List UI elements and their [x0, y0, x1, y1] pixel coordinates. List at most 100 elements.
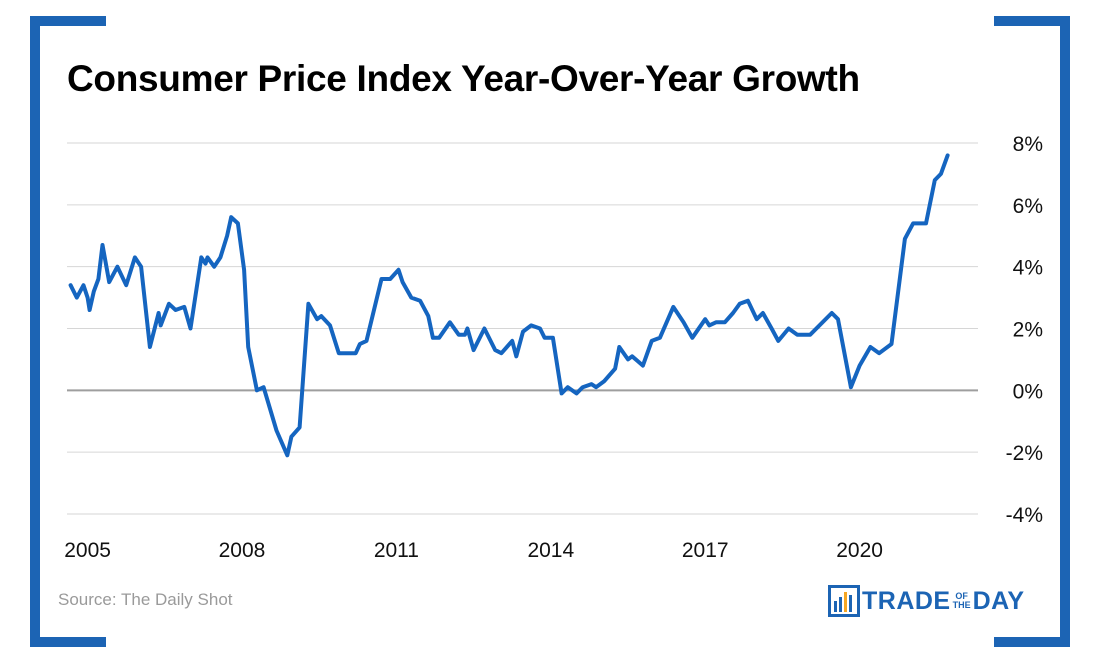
data-point [770, 327, 774, 330]
data-point [199, 255, 203, 259]
data-point [218, 255, 222, 259]
x-tick-label: 2017 [682, 539, 729, 562]
data-point [229, 215, 233, 219]
data-point [69, 283, 73, 287]
data-point [617, 345, 621, 349]
data-point [613, 367, 617, 371]
data-point [575, 391, 578, 395]
data-point [877, 351, 881, 355]
data-point [157, 311, 161, 315]
logo-small-text: OF THE [953, 592, 971, 610]
source-note: Source: The Daily Shot [58, 590, 233, 609]
logo-small-the: THE [952, 600, 971, 610]
data-point [714, 320, 718, 324]
data-point [690, 336, 694, 340]
data-point [641, 364, 645, 368]
logo-word-day: DAY [972, 586, 1025, 615]
x-tick-label: 2011 [374, 539, 419, 562]
data-point [630, 354, 634, 358]
data-point [148, 345, 152, 349]
data-point [409, 296, 413, 300]
data-point [738, 302, 742, 306]
data-point [262, 385, 266, 389]
data-point [358, 342, 362, 346]
data-point [167, 302, 171, 306]
data-point [401, 280, 405, 284]
frame-top-right-bar [994, 16, 1070, 26]
frame-bottom-left-bar [30, 637, 106, 647]
data-point [543, 336, 547, 340]
data-point [581, 385, 585, 389]
data-point [472, 348, 476, 352]
data-point [298, 425, 302, 429]
data-point [212, 265, 216, 269]
y-tick-label: 4% [1013, 257, 1043, 280]
data-point [830, 311, 834, 315]
x-tick-label: 2014 [527, 539, 574, 562]
data-point [482, 327, 486, 330]
logo-small-of: OF [955, 591, 968, 601]
data-point [755, 317, 759, 321]
data-point [365, 339, 368, 343]
data-point [75, 296, 79, 300]
data-point [594, 385, 598, 389]
data-point [903, 237, 907, 241]
x-tick-label: 2020 [836, 539, 883, 562]
data-point [746, 299, 750, 303]
data-point [388, 277, 392, 281]
data-point [306, 302, 310, 306]
data-point [101, 243, 104, 247]
data-point [418, 299, 422, 303]
data-point [671, 305, 675, 309]
data-point [82, 283, 85, 287]
data-point [465, 327, 469, 330]
data-point [731, 311, 735, 315]
series-line [68, 153, 950, 458]
data-point [285, 453, 289, 457]
data-point [703, 317, 707, 321]
data-point [510, 339, 514, 343]
data-point [319, 314, 323, 318]
data-point [529, 323, 533, 327]
data-point [96, 277, 100, 281]
data-point [242, 268, 246, 272]
frame-right-bar [1060, 16, 1070, 647]
data-point [707, 323, 711, 327]
data-point [92, 289, 96, 293]
y-tick-label: 8% [1013, 133, 1043, 156]
data-point [590, 382, 593, 386]
data-point [88, 308, 92, 312]
data-point [761, 311, 765, 315]
data-point [868, 345, 872, 349]
trade-of-the-day-logo[interactable]: TRADE OF THE DAY [828, 584, 1025, 618]
data-point [924, 221, 928, 225]
data-point [795, 333, 799, 337]
data-point [499, 351, 503, 355]
data-point [808, 333, 812, 337]
data-point [236, 221, 240, 225]
data-point [139, 265, 143, 269]
y-tick-label: -4% [1006, 504, 1043, 527]
data-point [337, 351, 341, 355]
data-point [86, 296, 90, 300]
data-point [521, 330, 525, 334]
data-point [182, 305, 186, 309]
data-point [206, 255, 209, 259]
data-point [115, 265, 119, 269]
data-point [560, 391, 564, 395]
data-point [457, 333, 461, 337]
data-point [426, 314, 430, 318]
y-tick-label: 0% [1013, 380, 1043, 403]
data-point [204, 262, 207, 266]
y-tick-label: 6% [1013, 195, 1043, 218]
data-point [431, 336, 435, 340]
data-point [345, 351, 349, 355]
data-point [933, 178, 937, 182]
data-point [800, 333, 804, 337]
data-point [946, 153, 950, 157]
data-point [890, 342, 893, 346]
data-point [551, 336, 555, 340]
data-point [493, 348, 497, 352]
logo-word-trade: TRADE [862, 586, 951, 615]
